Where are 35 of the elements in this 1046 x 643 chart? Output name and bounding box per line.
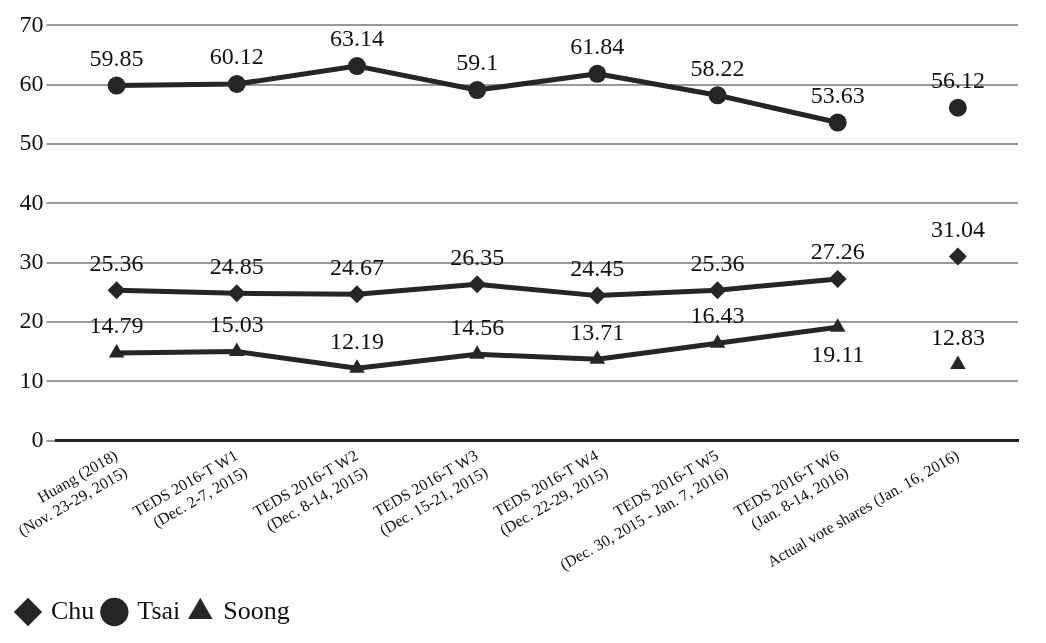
y-tick-label: 30 xyxy=(19,247,44,274)
data-label: 13.71 xyxy=(570,318,625,345)
data-label: 58.22 xyxy=(690,54,745,81)
data-label: 25.36 xyxy=(690,249,745,276)
data-label: 25.36 xyxy=(89,249,144,276)
y-tick-label: 20 xyxy=(19,307,44,334)
data-label: 16.43 xyxy=(690,302,745,329)
y-tick-label: 0 xyxy=(31,425,44,452)
data-label: 14.56 xyxy=(450,313,505,340)
data-label: 61.84 xyxy=(570,33,625,60)
data-label: 63.14 xyxy=(329,25,384,52)
data-label: 24.45 xyxy=(570,254,625,281)
y-tick-label: 60 xyxy=(19,70,44,97)
data-label: 59.1 xyxy=(456,49,499,76)
data-label: 24.67 xyxy=(329,253,384,280)
y-tick-label: 10 xyxy=(19,366,44,393)
y-tick-label: 70 xyxy=(19,10,44,37)
data-label: 60.12 xyxy=(209,43,264,70)
data-label: 15.03 xyxy=(209,310,264,337)
data-label: 59.85 xyxy=(89,44,144,71)
data-label: 53.63 xyxy=(810,81,865,108)
data-label: 31.04 xyxy=(930,215,985,242)
data-label: 12.19 xyxy=(329,327,384,354)
legend-label: Soong xyxy=(223,595,290,625)
data-label: 26.35 xyxy=(450,243,505,270)
data-label: 56.12 xyxy=(930,67,985,94)
legend-label: Chu xyxy=(51,595,95,625)
y-tick-label: 40 xyxy=(19,188,44,215)
legend-label: Tsai xyxy=(137,595,181,625)
y-tick-label: 50 xyxy=(19,129,44,156)
data-label: 14.79 xyxy=(89,312,144,339)
data-label: 27.26 xyxy=(810,238,865,265)
data-label: 24.85 xyxy=(209,252,264,279)
data-label: 19.11 xyxy=(811,340,865,367)
data-label: 12.83 xyxy=(930,323,985,350)
